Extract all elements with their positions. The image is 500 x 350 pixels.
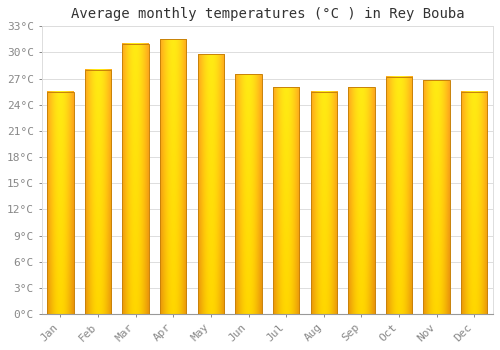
Bar — [160, 39, 186, 314]
Bar — [461, 92, 487, 314]
Bar — [310, 92, 337, 314]
Bar — [386, 77, 412, 314]
Bar — [85, 70, 111, 314]
Bar — [348, 87, 374, 314]
Bar — [273, 87, 299, 314]
Bar — [122, 44, 149, 314]
Bar — [424, 80, 450, 314]
Bar — [236, 74, 262, 314]
Bar — [198, 54, 224, 314]
Title: Average monthly temperatures (°C ) in Rey Bouba: Average monthly temperatures (°C ) in Re… — [70, 7, 464, 21]
Bar — [47, 92, 74, 314]
